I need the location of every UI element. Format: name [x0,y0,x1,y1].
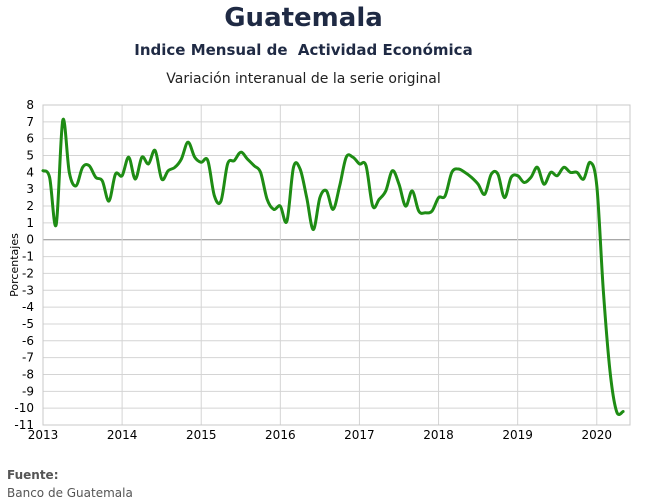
y-tick-label: 5 [26,149,34,163]
y-tick-label: 0 [26,233,34,247]
source-label: Fuente: [7,468,59,482]
plot-border [42,104,631,426]
y-tick-label: -5 [22,317,34,331]
x-tick-label: 2015 [186,428,217,440]
y-tick-label: -7 [22,351,34,365]
y-tick-label: -6 [22,334,34,348]
y-axis-label: Porcentajes [8,233,21,297]
y-tick-label: -8 [22,367,34,381]
y-tick-label: -2 [22,266,34,280]
y-tick-label: 1 [26,216,34,230]
x-tick-label: 2014 [107,428,138,440]
y-tick-label: 2 [26,199,34,213]
source-value: Banco de Guatemala [7,486,133,500]
x-tick-label: 2017 [344,428,375,440]
x-tick-label: 2019 [502,428,533,440]
series-line [41,117,625,416]
chart-subtitle-secondary: Variación interanual de la serie origina… [166,71,441,87]
y-tick-label: -4 [22,300,34,314]
chart-title: Guatemala [224,3,383,33]
y-tick-label: -9 [22,384,34,398]
y-tick-label: -10 [14,401,34,415]
x-tick-label: 2013 [28,428,59,440]
y-tick-label: 8 [26,98,34,112]
chart-subtitle: Indice Mensual de Actividad Económica [134,41,473,59]
x-tick-label: 2020 [582,428,613,440]
y-tick-label: 3 [26,182,34,196]
y-tick-label: -3 [22,283,34,297]
y-tick-label: 4 [26,165,34,179]
y-tick-label: 6 [26,132,34,146]
y-tick-label: -11 [14,418,34,432]
x-tick-label: 2016 [265,428,296,440]
y-tick-label: 7 [26,115,34,129]
y-tick-label: -1 [22,250,34,264]
x-tick-label: 2018 [423,428,454,440]
